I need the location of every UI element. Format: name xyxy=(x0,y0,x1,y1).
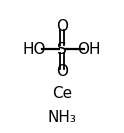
Text: NH₃: NH₃ xyxy=(48,110,76,124)
Text: O: O xyxy=(56,19,68,34)
Text: OH: OH xyxy=(78,42,101,57)
Text: Ce: Ce xyxy=(52,86,72,101)
Text: O: O xyxy=(56,64,68,79)
Text: S: S xyxy=(57,42,67,57)
Text: HO: HO xyxy=(23,42,46,57)
